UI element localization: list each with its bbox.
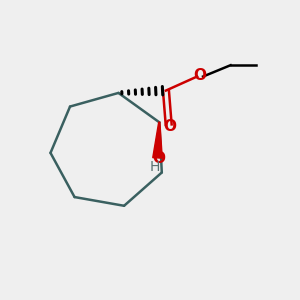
Text: O: O [163,119,176,134]
Text: O: O [193,68,206,82]
Text: O: O [152,151,166,166]
Polygon shape [153,122,162,158]
Text: H: H [149,160,160,174]
